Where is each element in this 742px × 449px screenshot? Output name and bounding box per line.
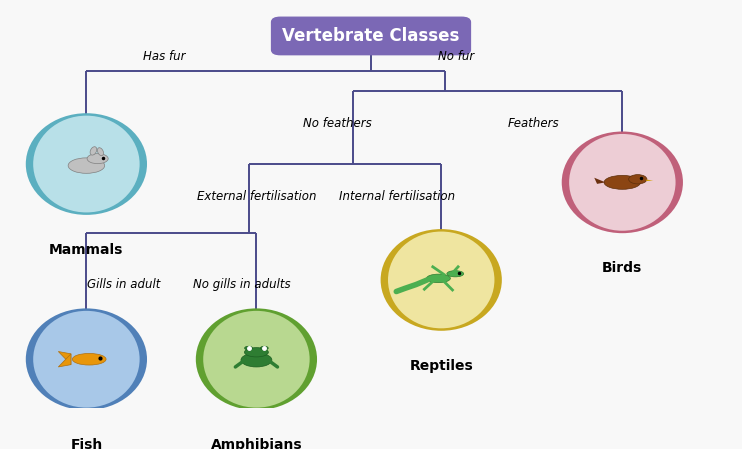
Polygon shape: [59, 352, 71, 365]
Ellipse shape: [244, 348, 269, 357]
Text: Gills in adult: Gills in adult: [87, 277, 160, 291]
Ellipse shape: [604, 176, 640, 189]
Polygon shape: [594, 178, 605, 184]
Text: Mammals: Mammals: [49, 243, 124, 257]
Text: Fish: Fish: [70, 438, 102, 449]
Ellipse shape: [97, 148, 103, 156]
Ellipse shape: [381, 229, 502, 331]
Ellipse shape: [68, 158, 105, 173]
Ellipse shape: [447, 271, 464, 277]
Ellipse shape: [33, 311, 139, 408]
Text: External fertilisation: External fertilisation: [197, 190, 316, 203]
Ellipse shape: [427, 274, 450, 282]
Text: Birds: Birds: [603, 261, 643, 275]
Text: Internal fertilisation: Internal fertilisation: [339, 190, 455, 203]
Text: Feathers: Feathers: [508, 117, 559, 130]
Ellipse shape: [260, 346, 268, 350]
Text: Reptiles: Reptiles: [410, 359, 473, 373]
Text: No feathers: No feathers: [303, 117, 372, 130]
Polygon shape: [646, 180, 653, 181]
Text: No fur: No fur: [438, 50, 474, 63]
Ellipse shape: [569, 134, 675, 231]
Text: Vertebrate Classes: Vertebrate Classes: [282, 27, 460, 45]
Ellipse shape: [245, 346, 252, 350]
Ellipse shape: [26, 308, 147, 410]
Ellipse shape: [628, 175, 647, 184]
Text: Amphibians: Amphibians: [211, 438, 302, 449]
Polygon shape: [59, 354, 71, 367]
Ellipse shape: [87, 154, 108, 163]
Ellipse shape: [90, 147, 96, 155]
Ellipse shape: [241, 353, 272, 367]
FancyBboxPatch shape: [272, 17, 470, 55]
Ellipse shape: [33, 116, 139, 212]
Ellipse shape: [562, 132, 683, 233]
Ellipse shape: [26, 113, 147, 215]
Text: Has fur: Has fur: [142, 50, 186, 63]
Text: No gills in adults: No gills in adults: [193, 277, 290, 291]
Ellipse shape: [73, 353, 106, 365]
Ellipse shape: [203, 311, 309, 408]
Ellipse shape: [196, 308, 317, 410]
Ellipse shape: [388, 232, 494, 328]
